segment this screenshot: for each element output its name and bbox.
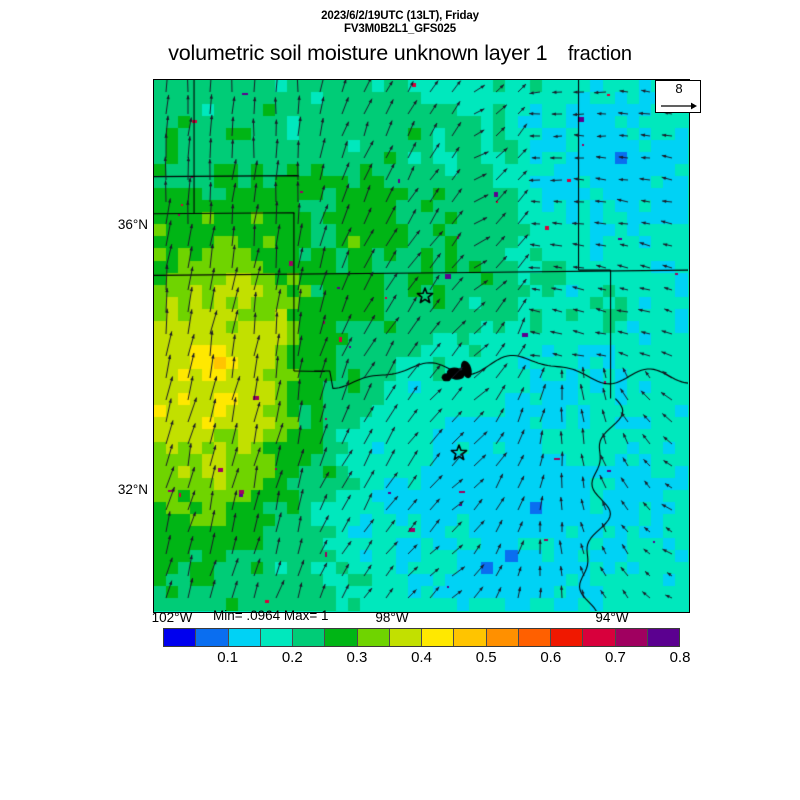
colorbar-tick-labels: 0.1 0.2 0.3 0.4 0.5 0.6 0.7 0.8 — [163, 649, 690, 669]
colorbar-segment-10 — [486, 629, 519, 646]
colorbar-segment-6 — [357, 629, 390, 646]
page-title: volumetric soil moisture unknown layer 1 — [168, 41, 548, 65]
title-row: volumetric soil moisture unknown layer 1… — [0, 41, 800, 66]
lat-tick-label-1: 32°N — [117, 482, 148, 497]
units-label: fraction — [567, 43, 632, 65]
wind-vector-field — [154, 80, 688, 611]
colorbar-segment-14 — [615, 629, 648, 646]
colorbar-tick-3: 0.4 — [411, 649, 432, 666]
colorbar-tick-1: 0.2 — [281, 649, 303, 666]
colorbar-tick-4: 0.5 — [475, 649, 497, 666]
colorbar-segment-2 — [228, 629, 261, 646]
colorbar-tick-5: 0.6 — [540, 649, 562, 666]
colorbar-segment-5 — [325, 629, 358, 646]
colorbar-tick-6: 0.7 — [604, 649, 626, 666]
colorbar-segment-15 — [647, 629, 679, 646]
valid-time-label: 2023/6/2/19UTC (13LT), Friday — [321, 10, 479, 22]
vector-key-value: 8 — [675, 81, 683, 96]
lon-tick-label-1: 98°W — [375, 610, 409, 625]
lon-tick-label-2: 94°W — [595, 610, 629, 625]
colorbar-tick-7: 0.8 — [669, 649, 691, 666]
map-plot-area[interactable] — [153, 79, 690, 613]
colorbar-segment-0 — [164, 629, 197, 646]
colorbar-tick-2: 0.3 — [346, 649, 368, 666]
colorbar-segment-4 — [293, 629, 326, 646]
colorbar-segment-3 — [260, 629, 293, 646]
colorbar-segment-8 — [422, 629, 455, 646]
colorbar-segment-11 — [518, 629, 551, 646]
colorbar-tick-0: 0.1 — [217, 649, 239, 666]
lat-tick-label-0: 36°N — [117, 217, 148, 232]
header-block: 2023/6/2/19UTC (13LT), Friday FV3M0B2L1_… — [0, 10, 800, 36]
colorbar-segment-13 — [583, 629, 616, 646]
lon-tick-label-0: 102°W — [151, 610, 193, 625]
colorbar-segment-7 — [389, 629, 422, 646]
colorbar-segment-1 — [196, 629, 229, 646]
colorbar[interactable] — [163, 628, 680, 647]
colorbar-segment-12 — [551, 629, 584, 646]
arrow-right-icon — [661, 102, 697, 110]
colorbar-segment-9 — [454, 629, 487, 646]
vector-key-box: 8 — [655, 80, 701, 113]
model-id-label: FV3M0B2L1_GFS025 — [343, 23, 456, 35]
colorbar-group[interactable]: 0.1 0.2 0.3 0.4 0.5 0.6 0.7 0.8 — [163, 628, 690, 666]
min-max-annotation: Min= .0964 Max= 1 — [213, 608, 329, 623]
